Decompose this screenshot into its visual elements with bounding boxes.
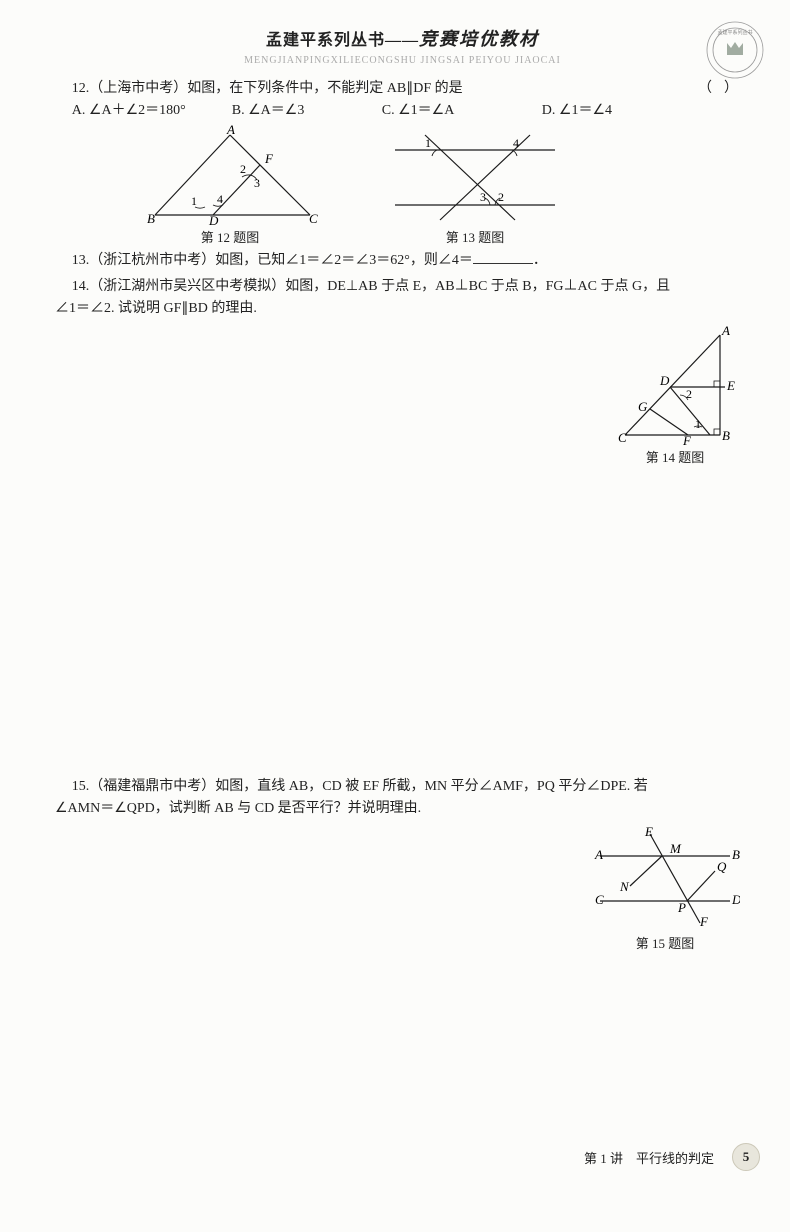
series-name: 孟建平系列丛书 bbox=[266, 32, 385, 49]
svg-text:M: M bbox=[669, 841, 682, 856]
svg-text:C: C bbox=[595, 892, 604, 907]
fig14-caption: 第 14 题图 bbox=[610, 447, 740, 466]
svg-text:4: 4 bbox=[513, 136, 519, 150]
problem-15: 15.（福建福鼎市中考）如图，直线 AB，CD 被 EF 所截，MN 平分∠AM… bbox=[55, 776, 750, 819]
svg-text:A: A bbox=[721, 325, 730, 338]
svg-text:N: N bbox=[619, 879, 630, 894]
q13-text: 13.（浙江杭州市中考）如图，已知∠1＝∠2＝∠3＝62°，则∠4＝ bbox=[72, 253, 473, 268]
svg-text:1: 1 bbox=[425, 136, 431, 150]
figure-12: A B C D F 1 4 2 3 第 12 题图 bbox=[135, 125, 325, 246]
svg-text:G: G bbox=[638, 399, 648, 414]
svg-text:2: 2 bbox=[686, 387, 692, 401]
footer-lecture: 第 1 讲 平行线的判定 bbox=[584, 1148, 714, 1167]
q12-option-a: A. ∠A＋∠2＝180° bbox=[72, 100, 232, 122]
fig15-caption: 第 15 题图 bbox=[590, 933, 740, 952]
svg-text:孟建平系列丛书: 孟建平系列丛书 bbox=[717, 29, 752, 36]
series-dash: —— bbox=[385, 32, 419, 49]
svg-text:B: B bbox=[147, 211, 155, 225]
svg-text:D: D bbox=[731, 892, 740, 907]
q15-line2: ∠AMN＝∠QPD，试判断 AB 与 CD 是否平行？并说明理由. bbox=[55, 798, 750, 820]
q12-option-b: B. ∠A＝∠3 bbox=[232, 100, 382, 122]
problem-14: 14.（浙江湖州市吴兴区中考模拟）如图，DE⊥AB 于点 E，AB⊥BC 于点 … bbox=[55, 276, 750, 319]
figure-13: 1 4 3 2 第 13 题图 bbox=[385, 125, 565, 246]
svg-text:1: 1 bbox=[191, 194, 197, 208]
fig12-caption: 第 12 题图 bbox=[135, 227, 325, 246]
spacer-bottom bbox=[55, 952, 750, 1232]
svg-text:D: D bbox=[659, 373, 670, 388]
page-footer: 第 1 讲 平行线的判定 5 bbox=[584, 1143, 760, 1171]
svg-text:D: D bbox=[208, 213, 219, 225]
q14-line2: ∠1＝∠2. 试说明 GF∥BD 的理由. bbox=[55, 298, 750, 320]
svg-text:A: A bbox=[226, 125, 235, 137]
problem-12: 12.（上海市中考）如图，在下列条件中，不能判定 AB∥DF 的是 （） A. … bbox=[55, 78, 750, 121]
svg-text:F: F bbox=[699, 914, 709, 929]
page-number: 5 bbox=[732, 1143, 760, 1171]
pinyin-subtitle: MENGJIANPINGXILIECONGSHU JINGSAI PEIYOU … bbox=[55, 55, 750, 66]
problem-13: 13.（浙江杭州市中考）如图，已知∠1＝∠2＝∠3＝62°，则∠4＝． bbox=[55, 250, 750, 272]
svg-text:3: 3 bbox=[480, 190, 486, 204]
svg-text:B: B bbox=[722, 428, 730, 443]
svg-text:C: C bbox=[618, 430, 627, 445]
q12-option-c: C. ∠1＝∠A bbox=[382, 100, 542, 122]
q12-text: 12.（上海市中考）如图，在下列条件中，不能判定 AB∥DF 的是 bbox=[72, 81, 463, 96]
svg-text:E: E bbox=[726, 378, 735, 393]
svg-text:F: F bbox=[264, 151, 274, 166]
q15-line1: 15.（福建福鼎市中考）如图，直线 AB，CD 被 EF 所截，MN 平分∠AM… bbox=[55, 776, 750, 798]
figure-15: A B C D E F M N P Q 第 15 题图 bbox=[590, 826, 740, 952]
q12-option-d: D. ∠1＝∠4 bbox=[542, 100, 662, 122]
svg-text:2: 2 bbox=[498, 190, 504, 204]
page-header: 孟建平系列丛书——竞赛培优教材 bbox=[55, 25, 750, 51]
seal-stamp: 孟建平系列丛书 bbox=[705, 20, 765, 80]
svg-text:2: 2 bbox=[240, 162, 246, 176]
svg-text:P: P bbox=[677, 900, 686, 915]
spacer-mid bbox=[55, 466, 750, 776]
q12-answer-paren: （） bbox=[681, 78, 750, 100]
q14-line1: 14.（浙江湖州市吴兴区中考模拟）如图，DE⊥AB 于点 E，AB⊥BC 于点 … bbox=[55, 276, 750, 298]
svg-text:E: E bbox=[644, 826, 653, 839]
svg-text:A: A bbox=[594, 847, 603, 862]
svg-text:C: C bbox=[309, 211, 318, 225]
svg-text:F: F bbox=[682, 433, 692, 445]
fig13-caption: 第 13 题图 bbox=[385, 227, 565, 246]
svg-text:4: 4 bbox=[217, 192, 223, 206]
figure-14: A B C D E F G 1 2 第 14 题图 bbox=[610, 325, 740, 466]
q13-blank bbox=[473, 250, 533, 264]
svg-text:3: 3 bbox=[254, 176, 260, 190]
figures-12-13: A B C D F 1 4 2 3 第 12 题图 1 4 3 2 第 13 题… bbox=[55, 125, 750, 246]
svg-text:B: B bbox=[732, 847, 740, 862]
svg-text:1: 1 bbox=[695, 417, 701, 431]
series-subtitle: 竞赛培优教材 bbox=[419, 29, 539, 49]
q12-options: A. ∠A＋∠2＝180° B. ∠A＝∠3 C. ∠1＝∠A D. ∠1＝∠4 bbox=[55, 100, 750, 122]
svg-text:Q: Q bbox=[717, 859, 727, 874]
